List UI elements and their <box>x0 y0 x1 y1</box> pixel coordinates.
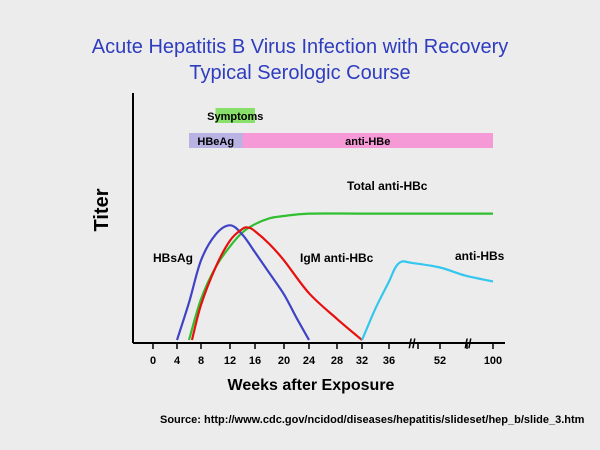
anti-hbe-bar-label: anti-HBe <box>345 136 390 148</box>
axis-break-mark: // <box>408 336 416 351</box>
x-tick-label: 52 <box>434 355 446 367</box>
symptoms-bar-label: Symptoms <box>207 111 263 123</box>
x-tick-label: 100 <box>484 355 502 367</box>
symptoms-bar <box>215 108 255 123</box>
chart-title-line1: Acute Hepatitis B Virus Infection with R… <box>91 36 509 58</box>
chart-title-line2: Typical Serologic Course <box>189 62 411 84</box>
x-tick-label: 28 <box>331 355 343 367</box>
igm-anti-hbc-label: IgM anti-HBc <box>300 251 374 265</box>
x-tick-label: 8 <box>198 355 204 367</box>
igm-anti-hbc-curve <box>190 226 363 341</box>
x-axis-title: Weeks after Exposure <box>228 377 395 394</box>
axis-break-mark: // <box>464 336 472 351</box>
anti-hbe-bar <box>242 133 493 148</box>
x-tick-label: 0 <box>150 355 156 367</box>
x-tick-label: 20 <box>278 355 290 367</box>
hbsag-label: HBsAg <box>153 251 193 265</box>
x-tick-label: 32 <box>356 355 368 367</box>
source-citation: Source: http://www.cdc.gov/ncidod/diseas… <box>160 414 585 426</box>
x-tick-label: 4 <box>174 355 181 367</box>
x-tick-label: 16 <box>249 355 261 367</box>
x-tick-label: 24 <box>303 355 316 367</box>
hbeag-bar <box>189 133 243 148</box>
x-tick-label: 12 <box>224 355 236 367</box>
total-anti-hbc-label: Total anti-HBc <box>347 179 428 193</box>
hbsag-curve <box>175 224 310 341</box>
y-axis-title: Titer <box>91 188 113 231</box>
hbeag-bar-label: HBeAg <box>197 136 234 148</box>
x-tick-label: 36 <box>383 355 395 367</box>
anti-hbs-curve <box>360 260 494 341</box>
anti-hbs-label: anti-HBs <box>455 249 505 263</box>
